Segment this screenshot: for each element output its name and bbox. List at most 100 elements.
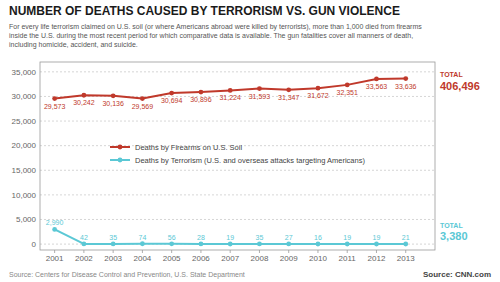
data-label: 19 [226, 234, 234, 241]
legend-marker [118, 145, 123, 150]
legend-marker [118, 158, 123, 163]
series-point [199, 90, 204, 95]
series-point [140, 96, 145, 101]
x-tick [347, 250, 348, 253]
series-point [345, 82, 350, 87]
data-label: 31,593 [249, 93, 271, 100]
annotation: 3,380 [440, 230, 468, 242]
series-point [316, 86, 321, 91]
data-label: 31,224 [219, 94, 241, 101]
series-point [316, 242, 321, 247]
x-tick-label: 2010 [309, 254, 327, 263]
y-tick-label: 15,000 [12, 166, 37, 175]
grid-line [40, 194, 435, 195]
series-point [169, 241, 174, 246]
x-tick-label: 2002 [75, 254, 93, 263]
series-point [228, 242, 233, 247]
x-tick [200, 250, 201, 253]
data-label: 31,672 [307, 92, 329, 99]
series-point [286, 87, 291, 92]
data-label: 30,896 [190, 96, 212, 103]
plot-marks [52, 76, 408, 246]
data-label: 19 [343, 234, 351, 241]
series-point [140, 241, 145, 246]
x-tick-label: 2006 [192, 254, 210, 263]
data-label: 30,694 [161, 97, 183, 104]
series-point [403, 76, 408, 81]
y-tick-label: 0 [32, 240, 37, 249]
source: Source: Centers for Disease Control and … [9, 271, 245, 279]
data-label: 42 [80, 234, 88, 241]
data-label: 27 [285, 234, 293, 241]
data-label: 30,242 [73, 99, 95, 106]
data-labels: 29,573 30,242 30,136 29,569 30,694 30,896 31,2… [44, 83, 417, 241]
annotation: TOTAL [440, 222, 463, 229]
annotation: TOTAL [440, 71, 463, 78]
data-label: 29,569 [132, 103, 154, 110]
data-label: 74 [139, 234, 147, 241]
y-tick-label: 35,000 [12, 68, 37, 77]
data-label: 19 [373, 234, 381, 241]
legend-item: Deaths by Terrorism (U.S. and overseas a… [110, 156, 365, 165]
series-point [169, 91, 174, 96]
x-tick [171, 250, 172, 253]
data-label: 33,563 [366, 83, 388, 90]
data-label: 35 [256, 234, 264, 241]
data-label: 29,573 [44, 103, 66, 110]
grid-line [40, 71, 435, 72]
x-tick-label: 2011 [339, 254, 357, 263]
x-tick-label: 2013 [397, 254, 415, 263]
data-label: 33,636 [395, 83, 417, 90]
legend: Deaths by Firearms on U.S. Soil Deaths by… [110, 143, 365, 165]
series-point [81, 93, 86, 98]
series-point [374, 242, 379, 247]
x-tick [376, 250, 377, 253]
series-point [257, 242, 262, 247]
series-point [403, 242, 408, 247]
x-tick-label: 2003 [104, 254, 122, 263]
x-tick [405, 250, 406, 253]
series-point [345, 242, 350, 247]
grid-line [40, 121, 435, 122]
x-tick [259, 250, 260, 253]
x-tick-label: 2004 [134, 254, 152, 263]
series-point [199, 242, 204, 247]
data-label: 28 [197, 234, 205, 241]
x-tick-label: 2012 [368, 254, 386, 263]
y-grid [40, 72, 435, 244]
grid-line [40, 170, 435, 171]
x-tick [142, 250, 143, 253]
x-tick [83, 250, 84, 253]
y-tick-label: 20,000 [12, 141, 37, 150]
series-point [111, 93, 116, 98]
data-label: 16 [314, 234, 322, 241]
x-tick [113, 250, 114, 253]
x-tick [317, 250, 318, 253]
y-tick-label: 25,000 [12, 117, 37, 126]
x-tick [54, 250, 55, 253]
legend-item: Deaths by Firearms on U.S. Soil [110, 143, 242, 152]
grid-line [40, 219, 435, 220]
series-point [374, 77, 379, 82]
data-label: 30,136 [102, 100, 124, 107]
data-label: 35 [109, 234, 117, 241]
y-tick-label: 30,000 [12, 92, 37, 101]
x-tick [230, 250, 231, 253]
x-tick-label: 2008 [251, 254, 269, 263]
x-tick [288, 250, 289, 253]
series-point [257, 86, 262, 91]
data-label: 32,351 [337, 89, 359, 96]
annotation: 406,496 [440, 80, 480, 92]
title: NUMBER OF DEATHS CAUSED BY TERRORISM VS.… [9, 4, 400, 18]
legend-label: Deaths by Terrorism (U.S. and overseas a… [135, 156, 365, 165]
series-point [81, 241, 86, 246]
series-point [286, 242, 291, 247]
x-tick-label: 2007 [221, 254, 239, 263]
subtitle: For every life terrorism claimed on U.S.… [9, 23, 422, 49]
data-label: 56 [168, 234, 176, 241]
series-point [111, 242, 116, 247]
source: Source: CNN.com [423, 270, 491, 279]
chart: NUMBER OF DEATHS CAUSED BY TERRORISM VS.… [0, 0, 500, 282]
data-label: 21 [402, 234, 410, 241]
data-label: 31,347 [278, 94, 300, 101]
